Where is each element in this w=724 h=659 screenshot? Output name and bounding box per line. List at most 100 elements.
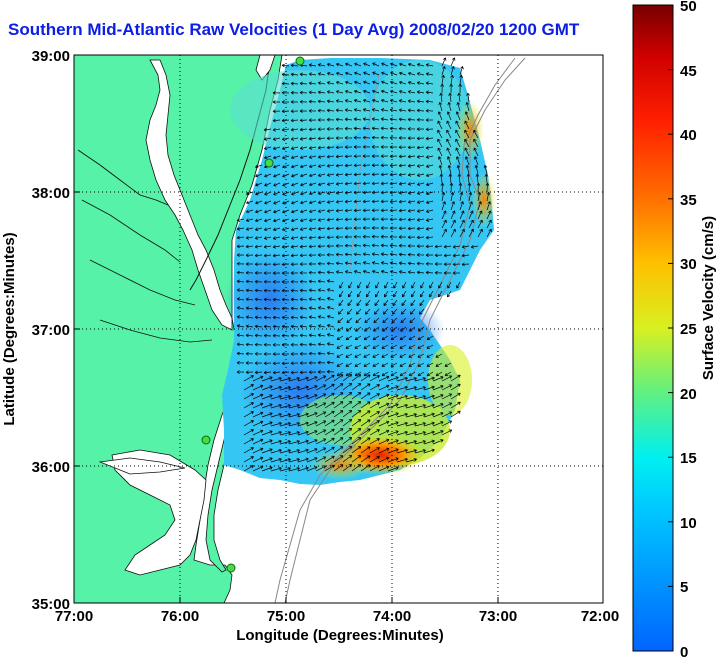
velocity-arrow <box>308 270 317 275</box>
velocity-arrow <box>282 182 290 187</box>
velocity-arrow <box>477 210 483 220</box>
velocity-arrow <box>282 191 290 196</box>
velocity-arrow <box>345 71 353 76</box>
velocity-arrow <box>297 457 309 463</box>
velocity-arrow <box>389 199 398 204</box>
velocity-arrow <box>236 297 245 301</box>
velocity-arrow <box>290 288 299 293</box>
velocity-arrow <box>282 200 290 205</box>
velocity-arrow <box>407 136 416 140</box>
velocity-arrow <box>448 173 453 184</box>
velocity-arrow <box>308 63 317 67</box>
velocity-arrow <box>255 164 263 169</box>
velocity-arrow <box>473 129 479 139</box>
velocity-arrow <box>446 147 452 157</box>
velocity-arrow <box>446 120 452 130</box>
velocity-arrow <box>236 253 245 257</box>
velocity-arrow <box>317 253 326 257</box>
velocity-arrow <box>459 191 464 202</box>
velocity-arrow <box>380 172 389 177</box>
velocity-arrow <box>417 362 425 367</box>
velocity-arrow <box>399 362 407 367</box>
velocity-arrow <box>416 164 425 168</box>
velocity-arrow <box>339 281 344 289</box>
velocity-arrow <box>450 401 461 409</box>
velocity-arrow <box>261 385 273 391</box>
velocity-arrow <box>374 299 380 307</box>
velocity-arrow <box>254 352 263 356</box>
velocity-arrow <box>363 71 371 76</box>
velocity-arrow <box>317 90 326 95</box>
velocity-arrow <box>345 80 353 85</box>
velocity-arrow <box>270 394 282 400</box>
velocity-arrow <box>399 80 407 85</box>
velocity-arrow <box>297 439 309 445</box>
velocity-arrow <box>263 315 272 320</box>
velocity-arrow <box>324 392 335 400</box>
velocity-arrow <box>357 281 362 289</box>
velocity-arrow <box>290 90 299 95</box>
velocity-arrow <box>390 71 398 76</box>
velocity-arrow <box>405 386 417 391</box>
velocity-arrow <box>290 271 299 275</box>
velocity-arrow <box>336 362 344 367</box>
velocity-arrow <box>290 244 299 249</box>
velocity-arrow <box>429 290 434 298</box>
velocity-arrow <box>270 466 282 472</box>
velocity-arrow <box>441 210 447 220</box>
velocity-arrow <box>308 279 317 284</box>
velocity-arrow <box>315 438 327 445</box>
velocity-arrow <box>393 290 398 298</box>
velocity-arrow <box>300 209 308 214</box>
velocity-arrow <box>399 344 407 349</box>
velocity-arrow <box>243 384 254 391</box>
velocity-arrow <box>308 288 317 293</box>
velocity-arrow <box>450 374 461 382</box>
velocity-arrow <box>315 393 327 400</box>
velocity-arrow <box>369 447 380 454</box>
velocity-arrow <box>254 279 263 284</box>
velocity-arrow <box>326 72 335 76</box>
velocity-arrow <box>297 385 309 391</box>
velocity-arrow <box>333 446 344 454</box>
velocity-arrow <box>407 173 416 177</box>
velocity-arrow <box>455 129 461 139</box>
velocity-arrow <box>344 172 353 177</box>
velocity-arrow <box>315 429 327 436</box>
velocity-arrow <box>365 308 371 315</box>
velocity-arrow <box>299 315 308 320</box>
velocity-arrow <box>299 288 308 293</box>
velocity-arrow <box>309 164 317 169</box>
velocity-arrow <box>371 135 380 140</box>
velocity-arrow <box>425 218 434 222</box>
velocity-arrow <box>308 127 317 132</box>
velocity-arrow <box>425 118 434 122</box>
velocity-arrow <box>459 201 464 211</box>
velocity-arrow <box>261 439 273 445</box>
velocity-arrow <box>245 297 254 302</box>
velocity-arrow <box>273 209 281 214</box>
velocity-arrow <box>434 262 443 266</box>
velocity-arrow <box>381 80 389 85</box>
velocity-arrow <box>254 244 263 249</box>
velocity-arrow <box>308 262 317 266</box>
velocity-arrow <box>353 226 362 230</box>
velocity-arrow <box>477 219 483 229</box>
velocity-arrow <box>254 324 263 329</box>
velocity-arrow <box>299 244 308 249</box>
velocity-arrow <box>458 182 463 193</box>
velocity-arrow <box>371 108 380 112</box>
velocity-arrow <box>254 297 263 302</box>
velocity-arrow <box>387 385 399 391</box>
velocity-arrow <box>387 412 399 418</box>
colorbar-tick-label: 50 <box>680 0 697 15</box>
velocity-arrow <box>447 102 452 112</box>
velocity-arrow <box>362 145 371 149</box>
velocity-arrow <box>450 392 461 400</box>
velocity-arrow <box>263 271 272 275</box>
velocity-arrow <box>335 154 344 159</box>
velocity-arrow <box>389 243 398 248</box>
velocity-arrow <box>290 109 299 114</box>
velocity-arrow <box>405 458 417 463</box>
velocity-arrow <box>290 227 299 232</box>
